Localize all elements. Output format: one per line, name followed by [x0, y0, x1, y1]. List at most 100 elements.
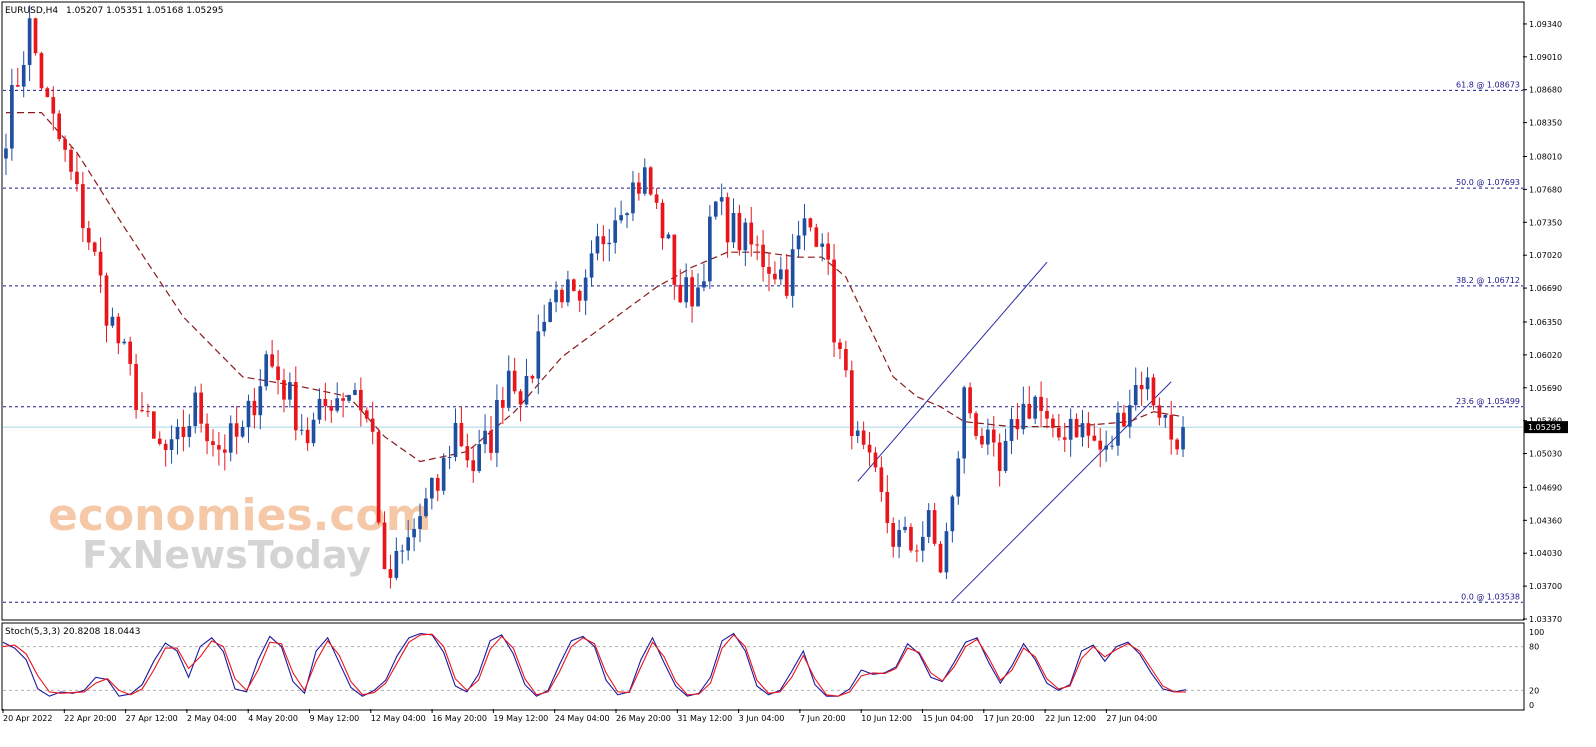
candle-body	[175, 426, 180, 440]
candle-body	[607, 242, 612, 245]
candle	[1139, 371, 1144, 407]
candle-body	[370, 418, 375, 432]
candle-body	[1181, 427, 1185, 450]
candle-body	[938, 543, 943, 573]
candle-body	[116, 316, 121, 344]
candle	[347, 394, 351, 404]
candle	[181, 409, 186, 452]
candle	[222, 434, 227, 471]
candle-body	[1169, 414, 1174, 440]
candle	[1003, 428, 1008, 474]
candle	[1116, 401, 1120, 456]
candle	[1045, 397, 1049, 429]
candle	[1021, 386, 1026, 435]
candle-body	[909, 526, 913, 551]
candle	[69, 145, 73, 180]
candle-body	[790, 249, 795, 296]
candle-body	[997, 442, 1002, 471]
candle	[861, 421, 866, 450]
main-pane-frame	[1, 1, 1525, 621]
candle	[926, 503, 931, 544]
price-tick-label: 1.07680	[1529, 185, 1562, 194]
candle-body	[1139, 385, 1144, 390]
candle	[276, 350, 280, 395]
candle-body	[548, 302, 552, 322]
candle	[75, 153, 79, 192]
candle-body	[755, 244, 759, 246]
candle-body	[684, 277, 689, 303]
candle	[784, 253, 789, 299]
candle-body	[418, 516, 422, 529]
candle	[175, 419, 180, 455]
candle-body	[903, 526, 907, 531]
candle-body	[305, 429, 310, 444]
candle-body	[169, 439, 174, 450]
candle-body	[1039, 396, 1043, 411]
candle	[577, 289, 582, 312]
candle-body	[631, 182, 635, 214]
candle	[844, 340, 848, 378]
candle-body	[1098, 440, 1103, 450]
time-tick-label: 10 Jun 12:00	[861, 714, 912, 723]
fibonacci-levels: 61.8 @ 1.08673 50.0 @ 1.07693 38.2 @ 1.067…	[3, 80, 1523, 603]
channel-lines	[857, 261, 1172, 602]
watermark-line-2: FxNewsToday	[82, 533, 371, 577]
candle	[471, 446, 476, 483]
candle	[63, 135, 67, 162]
candle	[39, 51, 44, 91]
candle-body	[577, 290, 582, 301]
candle-body	[767, 266, 771, 274]
candle-body	[453, 422, 458, 457]
candle	[968, 382, 972, 419]
price-tick-label: 1.08350	[1529, 119, 1562, 128]
candle	[1027, 386, 1032, 420]
candle-body	[483, 430, 487, 445]
candle-body	[122, 341, 127, 344]
candle	[86, 220, 91, 250]
price-tick-label: 1.06020	[1529, 351, 1562, 360]
candle	[169, 425, 174, 464]
time-tick-label: 22 Jun 12:00	[1045, 714, 1096, 723]
chart-frames	[1, 1, 1525, 711]
candle-body	[57, 113, 62, 140]
candle	[1127, 389, 1132, 439]
price-tick-label: 1.04030	[1529, 549, 1562, 558]
candle-body	[1015, 419, 1020, 430]
symbol-label: EURUSD,H4	[5, 6, 58, 16]
candle-body	[276, 366, 280, 381]
candle	[1074, 413, 1079, 438]
candle-body	[956, 458, 961, 497]
candle	[477, 429, 481, 473]
price-tick-label: 1.09010	[1529, 53, 1562, 62]
candle-body	[459, 422, 464, 447]
candle-body	[566, 279, 570, 303]
candle-body	[968, 387, 972, 414]
candle	[986, 418, 990, 455]
candle	[341, 392, 345, 418]
candle	[506, 355, 511, 412]
candle	[536, 314, 541, 395]
candle	[465, 433, 470, 468]
candle-body	[217, 445, 221, 450]
time-tick-label: 4 May 20:00	[248, 714, 298, 723]
candle	[589, 240, 594, 287]
candle	[684, 263, 689, 309]
candle	[666, 232, 671, 240]
candle	[1015, 403, 1020, 440]
candle	[33, 17, 38, 56]
candle-body	[21, 64, 26, 87]
candle-body	[33, 18, 38, 54]
candle	[424, 487, 428, 518]
candle	[1092, 423, 1097, 442]
candle-body	[530, 375, 535, 379]
price-tick-label: 1.07020	[1529, 251, 1562, 260]
candle	[1098, 427, 1103, 468]
candle	[193, 386, 198, 434]
candle-body	[104, 275, 109, 326]
candle	[157, 431, 162, 446]
candle-body	[157, 438, 162, 444]
candle	[288, 372, 292, 408]
candle	[134, 353, 138, 419]
